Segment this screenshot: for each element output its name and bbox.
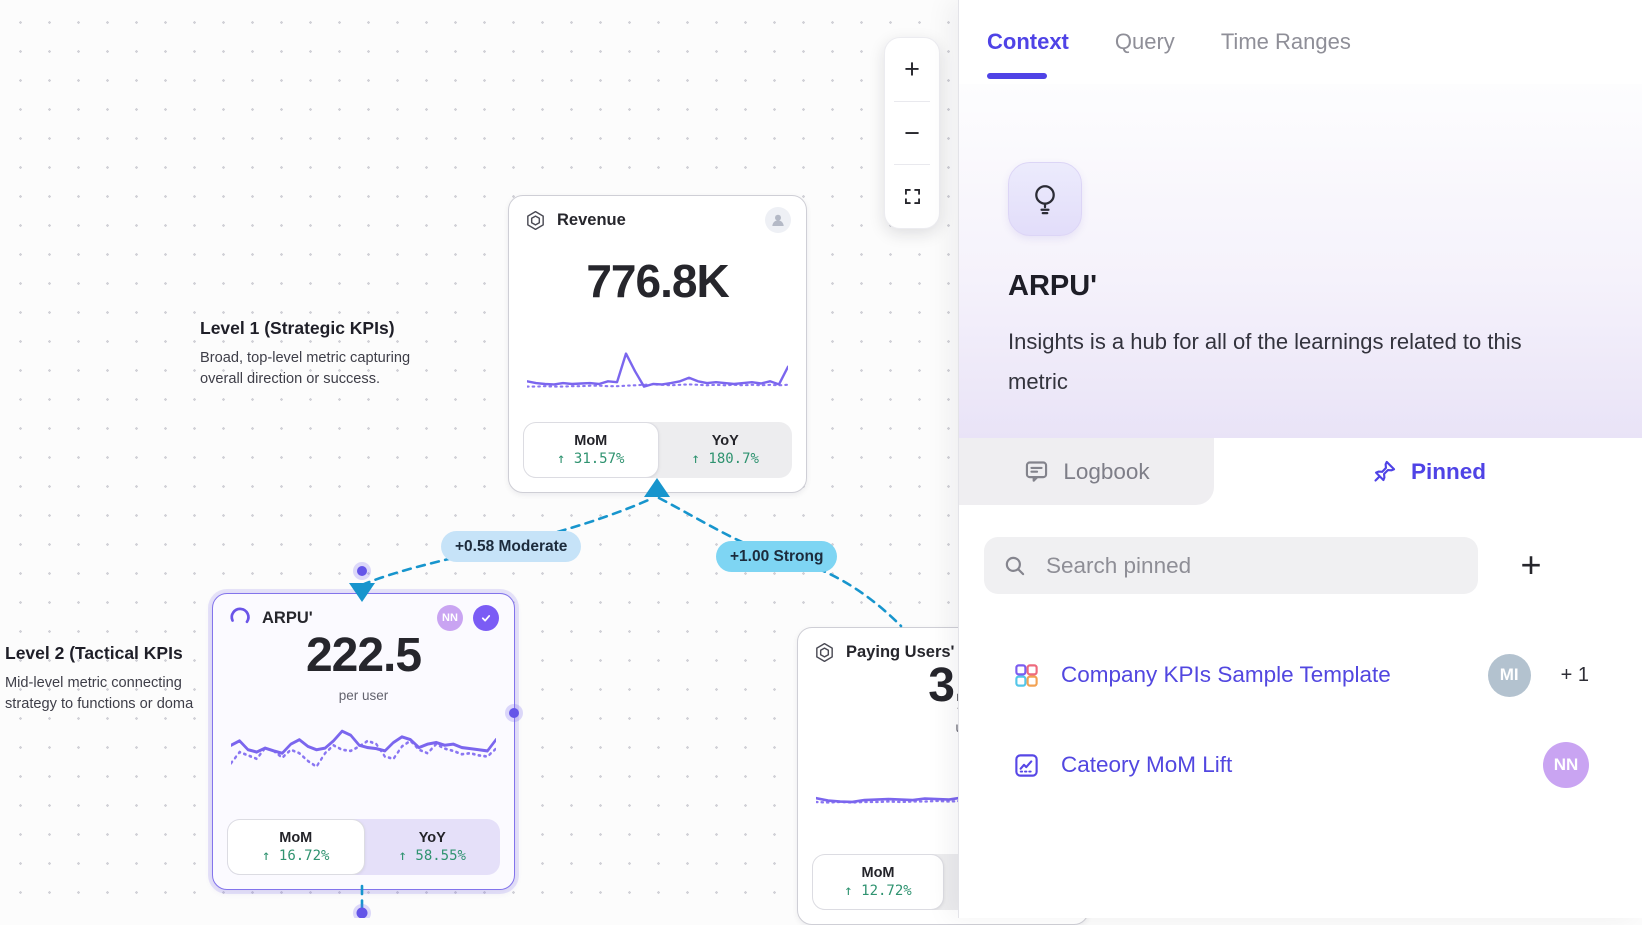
level-1-desc-line2: overall direction or success. [200,371,381,387]
sidebar-tab-bar: Context Query Time Ranges [959,0,1642,84]
pinned-item-company-kpis[interactable]: Company KPIs Sample Template MI + 1 [959,650,1642,700]
connector-halo [353,904,371,918]
nn-avatar: NN [1543,742,1589,788]
nn-avatar-badge: NN [437,605,463,631]
search-box[interactable] [984,537,1478,594]
tab-time-ranges[interactable]: Time Ranges [1220,29,1351,54]
card-title: Revenue [557,210,626,229]
details-sidebar: Context Query Time Ranges ARPU' Insights… [958,0,1642,918]
logbook-pinned-tabs: Logbook Pinned [959,438,1642,505]
fit-view-button[interactable] [885,165,939,228]
tab-pinned[interactable]: Pinned [1214,438,1642,505]
fullscreen-icon [904,189,920,205]
tab-yoy[interactable]: YoY ↑ 58.55% [398,830,466,864]
logbook-chat-icon [1026,461,1048,482]
pinned-label: Pinned [1410,458,1486,484]
card-title: Paying Users' [846,642,955,661]
revenue-sparkline [527,343,788,393]
connector-handle-bottom[interactable] [356,907,368,919]
divider [894,164,930,166]
metric-description: Insights is a hub for all of the learnin… [1008,329,1522,394]
search-icon [1005,556,1025,575]
mi-avatar: MI [1487,653,1531,697]
arpu-sparkline [231,712,496,776]
level-2-desc-line1: Mid-level metric connecting [5,675,182,691]
hexagon-metric-icon [816,642,833,662]
lightbulb-icon [1035,185,1055,215]
template-grid-icon [1015,663,1038,687]
pinned-item-cateory-mom-lift[interactable]: Cateory MoM Lift NN [959,740,1642,790]
tab-yoy[interactable]: YoY ↑ 180.7% [691,433,759,467]
comparison-tabs: MoM ↑ 16.72% YoY ↑ 58.55% [227,819,500,875]
arc-metric-icon [230,607,250,624]
person-icon [772,214,784,226]
level-1-desc-line1: Broad, top-level metric capturing [200,350,411,366]
canvas-zoom-toolbar: + − [884,37,940,229]
zoom-out-button[interactable]: − [904,117,920,148]
level-2-title: Level 2 (Tactical KPIs [5,643,183,663]
level-2-desc-line2: strategy to functions or doma [5,696,194,712]
add-pinned-button[interactable]: + [1520,544,1542,585]
metric-unit: per user [338,688,389,703]
correlation-label-moderate[interactable]: +0.58 Moderate [441,531,582,562]
logbook-label: Logbook [1063,458,1150,484]
search-pinned-input[interactable] [1044,551,1460,580]
metric-value: 222.5 [305,629,422,682]
card-title: ARPU' [262,608,313,627]
tab-mom[interactable]: MoM ↑ 16.72% [227,819,365,875]
verified-badge-icon [473,605,499,631]
additional-collaborators-count: + 1 [1560,663,1589,686]
zoom-in-button[interactable]: + [904,53,920,84]
metric-card-revenue[interactable]: Revenue 776.8K MoM ↑ 31.57% YoY ↑ 180.7% [508,195,807,493]
metric-name: ARPU' [1008,270,1098,302]
level-2-label: Level 2 (Tactical KPIs Mid-level metric … [5,643,193,715]
connector-halo [353,562,371,580]
check-icon [481,615,491,622]
level-1-title: Level 1 (Strategic KPIs) [200,318,395,338]
tab-mom[interactable]: MoM ↑ 12.72% [812,854,944,910]
tab-logbook[interactable]: Logbook [959,438,1214,505]
pinned-item-label: Company KPIs Sample Template [1061,662,1391,687]
metric-value: 776.8K [586,255,729,307]
pushpin-icon [1374,460,1396,482]
divider [894,100,930,102]
connector-handle-top[interactable] [357,566,367,576]
active-tab-indicator [987,73,1047,79]
tab-mom[interactable]: MoM ↑ 31.57% [523,422,659,478]
metric-card-arpu[interactable]: ARPU' NN 222.5 per user MoM ↑ 16.72% YoY… [212,593,515,890]
tab-context[interactable]: Context [987,29,1069,54]
chart-icon [1015,753,1038,777]
level-1-label: Level 1 (Strategic KPIs) Broad, top-leve… [200,318,410,390]
insight-tile [1008,162,1082,236]
hexagon-metric-icon [527,210,544,230]
pinned-item-label: Cateory MoM Lift [1061,752,1233,777]
owner-avatar-icon [765,207,791,233]
tab-query[interactable]: Query [1114,29,1175,54]
comparison-tabs: MoM ↑ 31.57% YoY ↑ 180.7% [523,422,792,478]
pinned-search-row: + [959,453,1642,594]
metric-hero-section: ARPU' Insights is a hub for all of the l… [959,84,1642,438]
correlation-label-strong[interactable]: +1.00 Strong [716,541,838,572]
